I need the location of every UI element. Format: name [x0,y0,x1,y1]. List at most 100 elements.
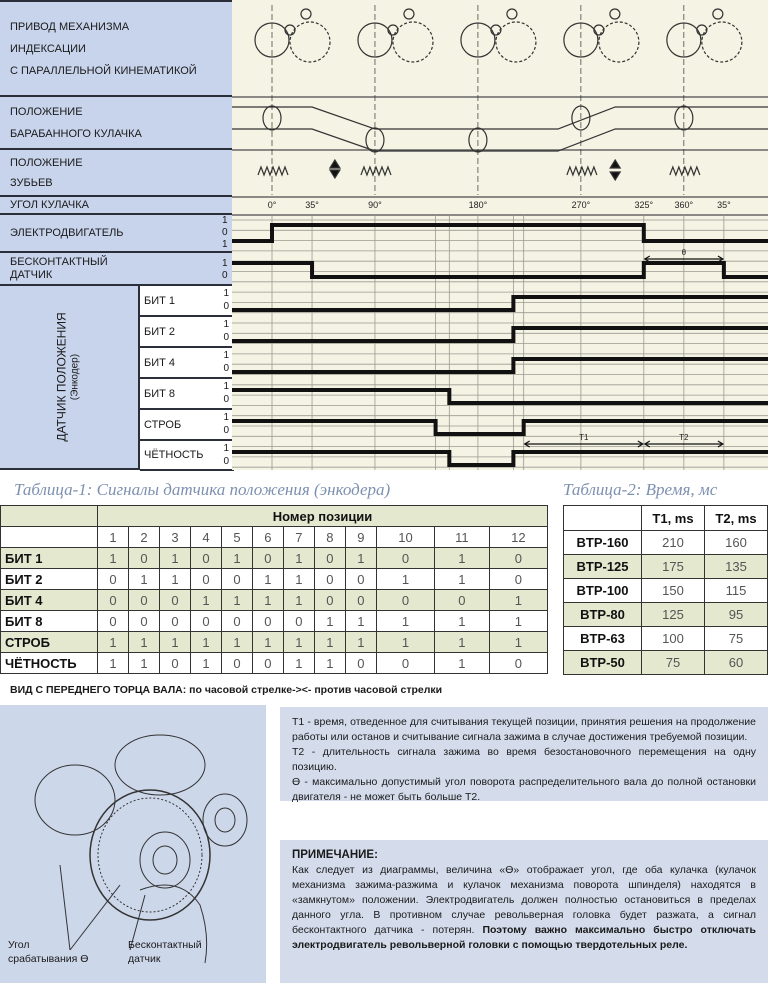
t2-arrowheads [643,440,725,448]
label-encoder: ДАТЧИК ПОЛОЖЕНИЯ (Энкодер) [0,286,140,470]
label-text: ИНДЕКСАЦИИ [10,42,86,55]
position-number: 12 [488,526,549,548]
indexing-wheel-icon [289,21,331,63]
level-lo: 0 [223,456,229,467]
position-number: 3 [158,526,191,548]
cell-value: 1 [127,631,160,653]
cell-value: 1 [282,652,315,674]
t2-value: 95 [704,602,768,627]
signal-parity [232,450,768,467]
label-text: С ПАРАЛЛЕЛЬНОЙ КИНЕМАТИКОЙ [10,64,197,77]
cell-value: 0 [251,652,284,674]
cell-value: 1 [251,631,284,653]
cell-value: 1 [127,568,160,590]
t1-label: T1 [579,433,589,442]
t2-value: 160 [704,530,768,555]
label-text: ЭЛЕКТРОДВИГАТЕЛЬ [10,227,124,239]
drum-follower-icon [674,105,694,131]
t1-value: 125 [641,602,705,627]
row-label: СТРОБ [0,631,98,653]
t1-header: T1, ms [641,505,705,531]
bit-label: БИТ 2 [144,325,176,338]
definition-t2: T2 - длительность сигнала зажима во врем… [292,746,756,773]
cell-value: 0 [313,568,346,590]
cell-value: 0 [344,589,377,611]
t2-value: 75 [704,626,768,651]
indexing-wheel-icon [392,21,434,63]
cell-value: 1 [97,652,129,674]
position-number: 7 [282,526,315,548]
t2-value: 60 [704,650,768,675]
cell-value: 1 [344,547,377,569]
cell-value: 0 [313,547,346,569]
cell-value: 0 [189,547,222,569]
position-number: 9 [344,526,377,548]
label-sensor: БЕСКОНТАКТНЫЙ ДАТЧИК [0,253,234,286]
roller-icon [403,8,415,20]
row-label: БИТ 8 [0,610,98,632]
label-line: датчик [128,953,161,965]
table-row: BTP-100 150 115 [563,578,768,603]
cam-icon [254,22,290,58]
definition-theta: Ө - максимально допустимый угол поворота… [292,776,756,803]
cell-value: 0 [488,652,549,674]
cell-value: 1 [434,631,490,653]
cell-value: 0 [375,547,436,569]
cell-value: 0 [189,568,222,590]
model-label: BTP-50 [563,650,642,675]
cell-value: 1 [158,631,191,653]
cell-value: 0 [189,610,222,632]
drum-follower-icon [262,105,282,131]
t1-value: 150 [641,578,705,603]
position-number: 10 [375,526,436,548]
table-row: BTP-125 175 135 [563,554,768,579]
timing-diagram: 0° 35° 90° 180° 270° 325° 360° 35° θ T1 T2 [232,0,768,470]
cell-value: 1 [313,610,346,632]
cell-value: 1 [434,610,490,632]
cell-value: 0 [251,547,284,569]
angle-tick-label: 35° [717,200,731,210]
cell-value: 1 [158,547,191,569]
label-text: УГОЛ КУЛАЧКА [10,199,89,211]
level-lo: 0 [223,425,229,436]
label-drive: ПРИВОД МЕХАНИЗМА ИНДЕКСАЦИИ С ПАРАЛЛЕЛЬН… [0,0,234,97]
theta-arrowheads [643,255,725,263]
row-label: ЧЁТНОСТЬ [0,652,98,674]
cell-value: 1 [282,568,315,590]
cell-value: 0 [434,589,490,611]
position-number: 8 [313,526,346,548]
definition-t1: T1 - время, отведенное для считывания те… [292,716,756,743]
table-row: BTP-80 125 95 [563,602,768,627]
cam-icon [666,22,702,58]
teeth-icon [257,165,289,177]
model-label: BTP-100 [563,578,642,603]
sensor-levels: 1 0 [222,258,228,282]
angle-tick-label: 270° [572,200,591,210]
note-body: Как следует из диаграммы, величина «Ө» о… [292,863,756,953]
level-lo: 0 [223,363,229,374]
signal-bit1 [232,295,768,312]
cell-value: 1 [220,589,253,611]
cell-value: 0 [488,568,549,590]
motor-levels: 1 0 1 [222,215,228,251]
level-hi: 1 [223,350,229,361]
cell-value: 0 [220,652,253,674]
angle-label: Угол срабатывания Ө [8,938,88,966]
label-teeth: ПОЛОЖЕНИЕ ЗУБЬЕВ [0,150,234,197]
cell-value: 0 [344,652,377,674]
cell-value: 1 [97,547,129,569]
table1-caption: Таблица-1: Сигналы датчика положения (эн… [14,480,391,499]
label-text: ПОЛОЖЕНИЕ [10,105,83,118]
drum-groove-top [232,106,768,130]
cell-value: 0 [282,610,315,632]
cell-value: 0 [97,589,129,611]
cell-value: 0 [127,610,160,632]
label-text: БАРАБАННОГО КУЛАЧКА [10,127,142,140]
angle-tick-label: 180° [469,200,488,210]
table-row: BTP-63 100 75 [563,626,768,651]
cell-value: 1 [313,652,346,674]
cell-value: 0 [158,610,191,632]
